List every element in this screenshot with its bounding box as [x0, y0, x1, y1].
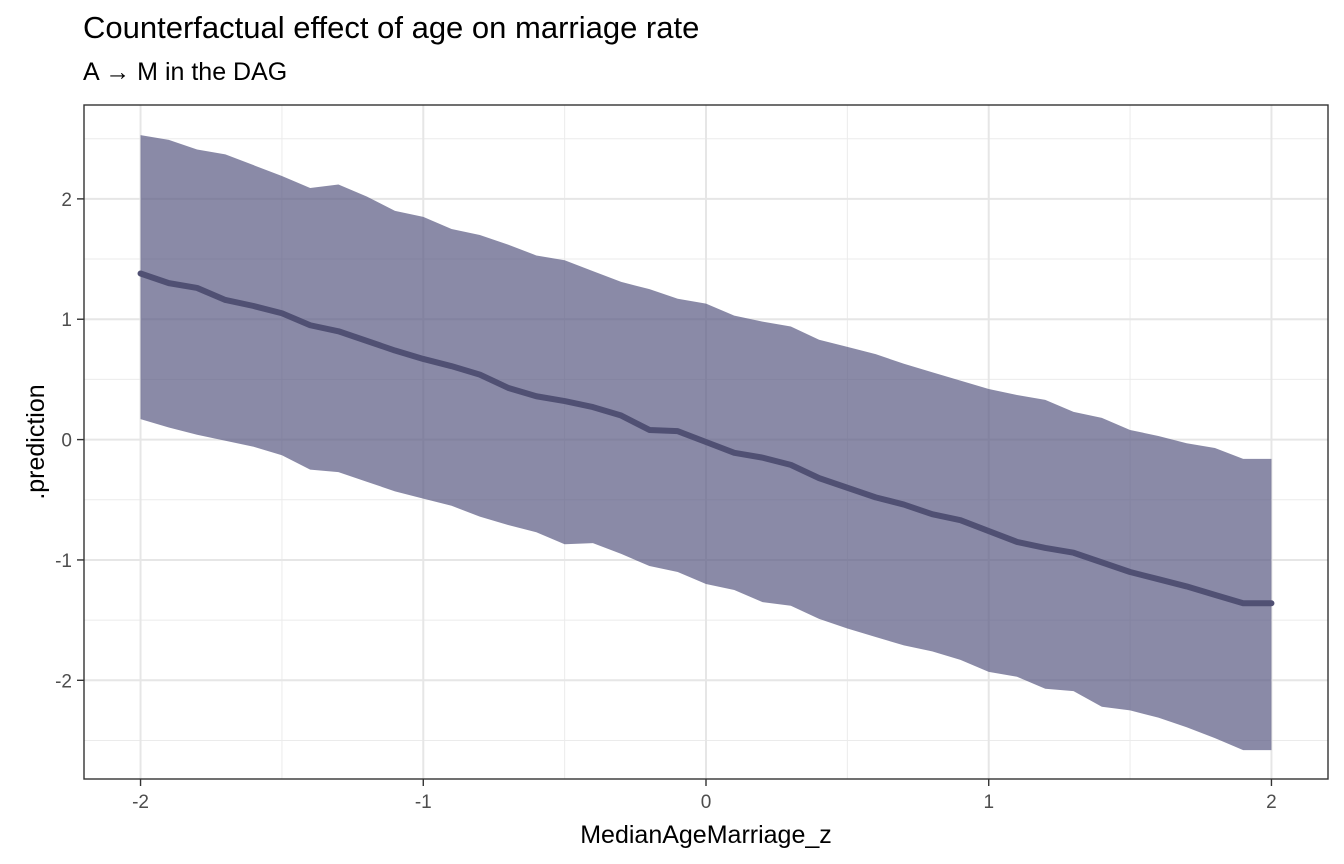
y-axis-title: .prediction	[22, 384, 50, 499]
y-tick-label: 0	[61, 431, 72, 452]
mean-prediction-line	[137, 270, 1275, 607]
x-tick-label: 1	[983, 792, 994, 813]
y-tick-label: -1	[55, 551, 72, 572]
x-axis-title: MedianAgeMarriage_z	[580, 821, 832, 849]
x-tick-label: 2	[1266, 792, 1277, 813]
x-tick-label: 0	[701, 792, 712, 813]
y-tick-label: 2	[61, 190, 72, 211]
chart-subtitle: A → M in the DAG	[83, 58, 288, 86]
y-axis-ticks: -2 -1 0 1 2	[55, 190, 84, 692]
x-tick-label: -2	[132, 792, 149, 813]
y-tick-label: 1	[61, 310, 72, 331]
y-tick-label: -2	[55, 671, 72, 692]
chart-title: Counterfactual effect of age on marriage…	[83, 10, 700, 45]
x-tick-label: -1	[415, 792, 432, 813]
x-axis-ticks: -2 -1 0 1 2	[132, 779, 1277, 813]
